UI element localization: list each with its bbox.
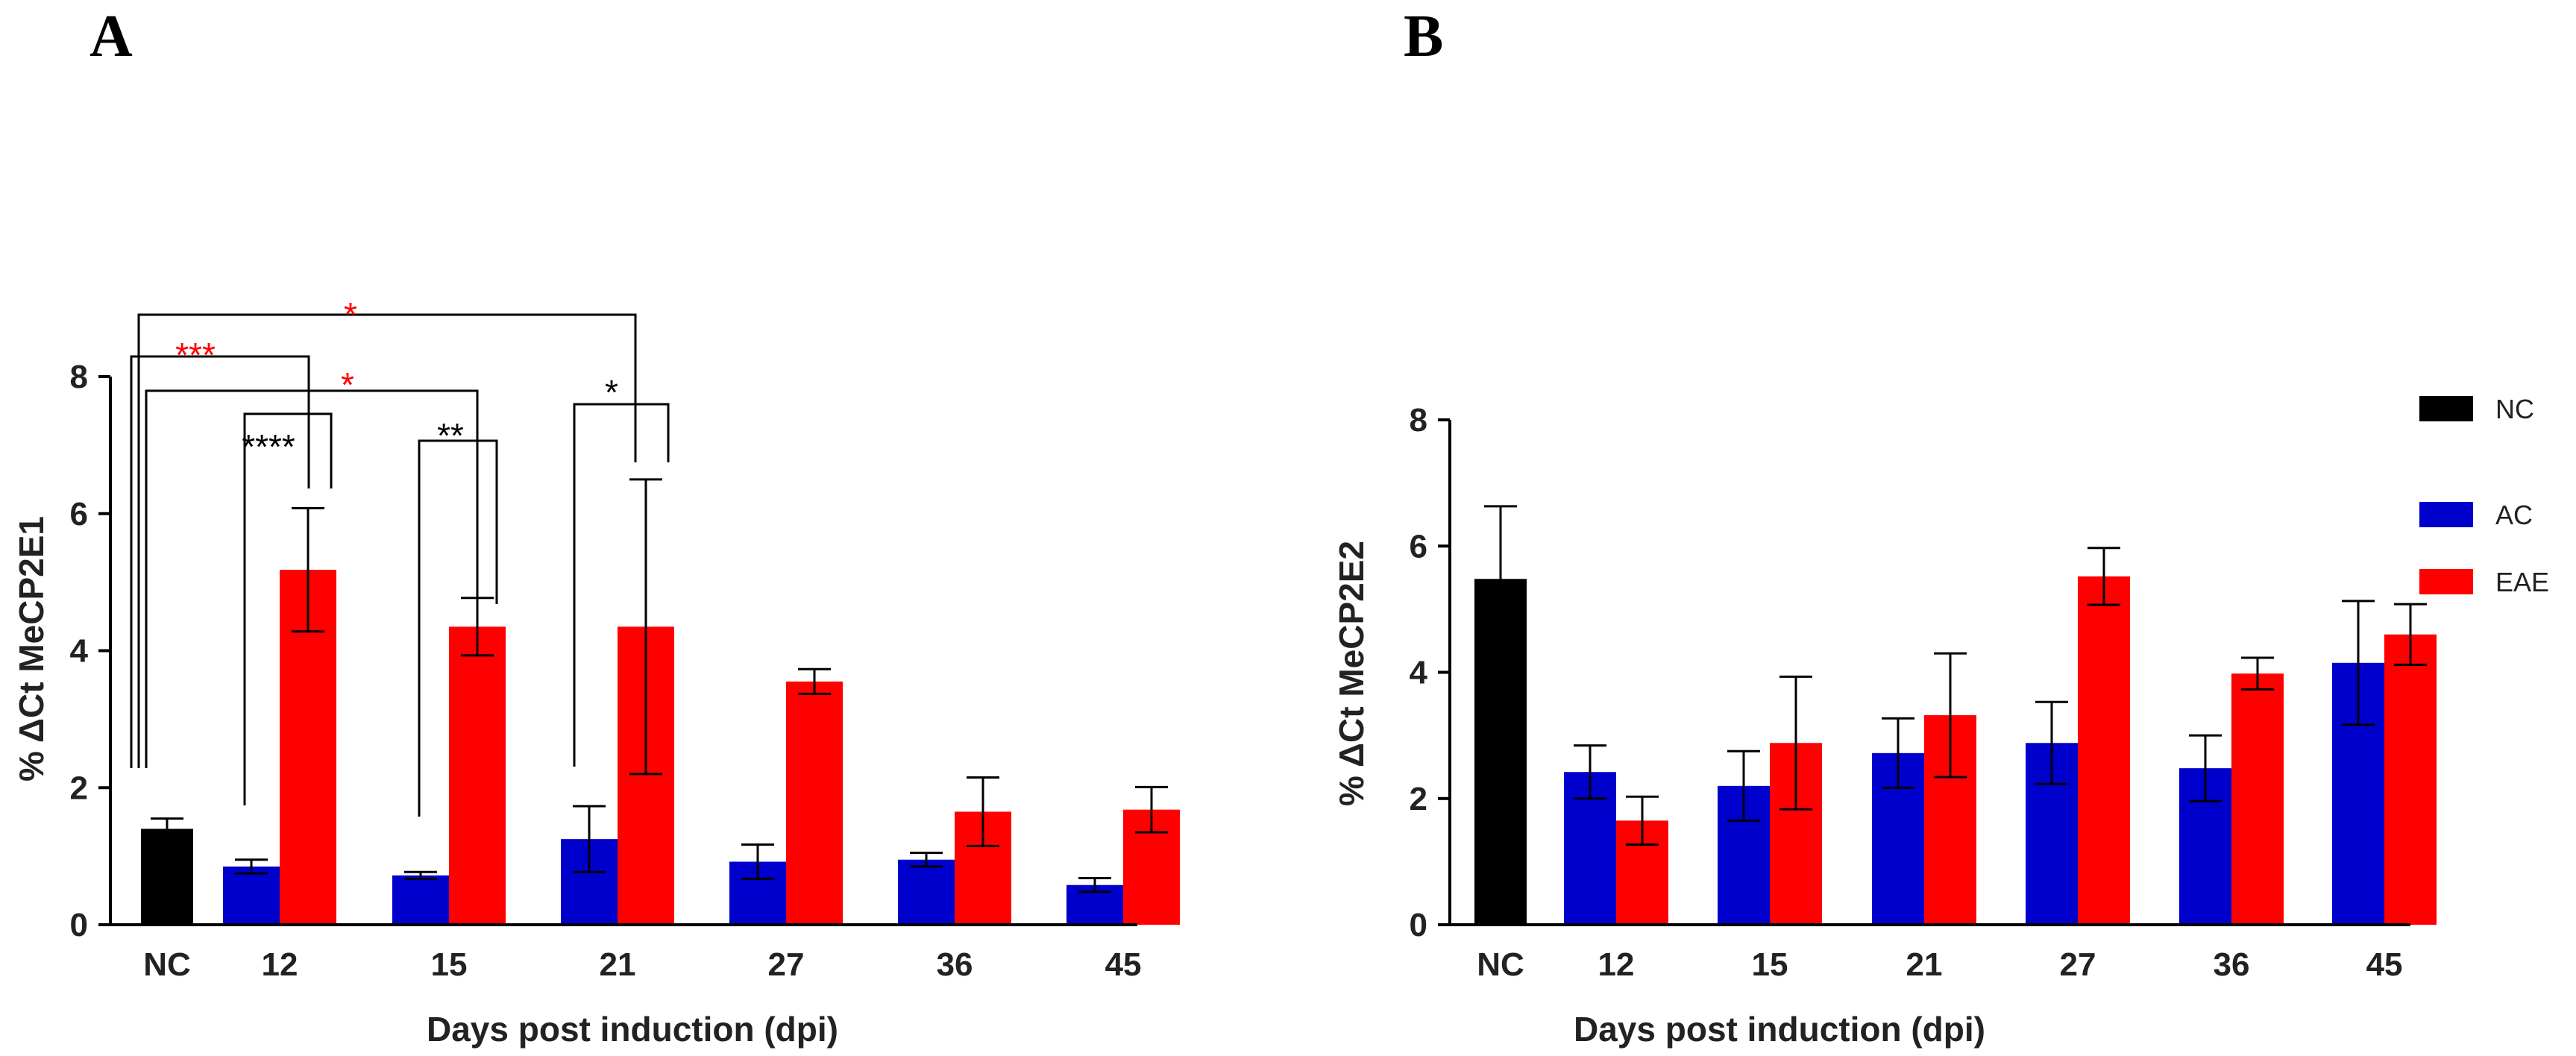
y-axis-title-b: % ΔCt MeCP2E2	[1332, 541, 1371, 806]
x-tick-label-a-27: 27	[768, 946, 805, 983]
legend-label-nc: NC	[2495, 394, 2534, 424]
chart-panel-b: 0 2 4 6 8 NC 12 15 21 27 36 45 Days post induction …	[1332, 402, 2437, 1049]
x-tick-label-b-12: 12	[1598, 946, 1635, 983]
legend: NC AC EAE	[2419, 394, 2549, 597]
sig-label-nc-vs-12: ***	[175, 336, 216, 374]
significance-brackets-a: ********* ***	[130, 295, 670, 817]
sig-label-21: *	[605, 373, 618, 412]
y-axis-title-a: % ΔCt MeCP2E1	[12, 516, 51, 782]
sig-bracket-12	[243, 412, 333, 805]
sig-bracket-nc-vs-15	[145, 389, 479, 768]
x-axis-title-a: Days post induction (dpi)	[427, 1010, 838, 1049]
sig-bracket-15	[418, 439, 498, 817]
y-tick-label-b-8: 8	[1410, 402, 1427, 439]
x-tick-label-a-12: 12	[262, 946, 298, 983]
y-tick-label-b-2: 2	[1410, 781, 1427, 817]
x-tick-label-a-45: 45	[1105, 946, 1142, 983]
bar-a-eae-15	[449, 626, 506, 925]
x-tick-label-b-27: 27	[2060, 946, 2096, 983]
y-tick-label-a-2: 2	[70, 770, 88, 806]
legend-swatch-eae	[2419, 569, 2473, 594]
x-tick-label-a-15: 15	[431, 946, 468, 983]
x-tick-label-b-21: 21	[1906, 946, 1943, 983]
axes-b: 0 2 4 6 8 NC 12 15 21 27 36 45	[1410, 402, 2410, 983]
sig-bracket-nc-vs-12	[130, 355, 310, 768]
x-tick-label-b-45: 45	[2366, 946, 2403, 983]
x-tick-label-a-21: 21	[600, 946, 636, 983]
legend-label-eae: EAE	[2495, 567, 2549, 597]
y-tick-label-b-0: 0	[1410, 907, 1427, 943]
bar-a-nc	[141, 829, 193, 925]
y-tick-label-a-6: 6	[70, 496, 88, 532]
panel-letter-b: B	[1404, 4, 1443, 69]
bar-a-ac-12	[223, 866, 280, 925]
legend-swatch-nc	[2419, 396, 2473, 421]
sig-label-15: **	[437, 416, 464, 455]
y-tick-label-a-0: 0	[70, 907, 88, 943]
panel-letter-a: A	[89, 4, 133, 69]
bar-a-eae-27	[786, 681, 843, 925]
legend-swatch-ac	[2419, 502, 2473, 527]
x-tick-label-b-15: 15	[1752, 946, 1788, 983]
bar-b-eae-45	[2384, 634, 2437, 925]
bar-a-ac-15	[392, 875, 449, 925]
x-tick-label-b-36: 36	[2214, 946, 2250, 983]
bar-group-b	[1474, 505, 2437, 925]
bar-b-eae-36	[2231, 673, 2284, 925]
axes-a: 0 2 4 6 8 NC 12 15 21 27 36 45	[70, 359, 1142, 983]
legend-label-ac: AC	[2495, 500, 2533, 530]
x-tick-label-b-NC: NC	[1477, 946, 1524, 983]
bar-b-eae-27	[2078, 576, 2130, 925]
x-tick-label-a-NC: NC	[143, 946, 191, 983]
x-axis-title-b: Days post induction (dpi)	[1574, 1010, 1985, 1049]
y-tick-label-a-8: 8	[70, 359, 88, 395]
sig-bracket-nc-vs-21	[137, 313, 637, 768]
bar-group-a	[141, 478, 1180, 925]
sig-label-nc-vs-21: *	[344, 295, 357, 334]
y-tick-label-b-4: 4	[1410, 655, 1428, 691]
x-tick-label-a-36: 36	[937, 946, 973, 983]
bar-a-ac-36	[898, 859, 955, 925]
y-tick-label-a-4: 4	[70, 633, 89, 670]
sig-label-12: ****	[242, 427, 295, 466]
y-tick-label-b-6: 6	[1410, 528, 1427, 565]
sig-label-nc-vs-15: *	[341, 365, 354, 404]
sig-bracket-21	[573, 403, 670, 767]
